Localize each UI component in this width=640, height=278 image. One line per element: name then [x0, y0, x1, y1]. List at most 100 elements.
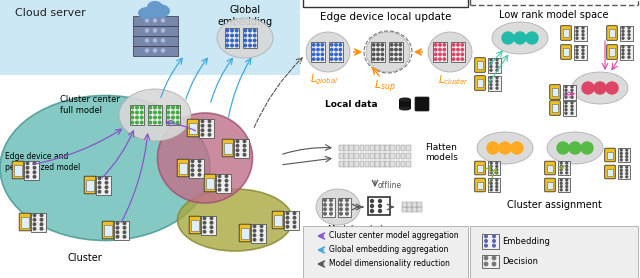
FancyBboxPatch shape: [545, 178, 556, 192]
Circle shape: [131, 106, 134, 109]
Circle shape: [566, 179, 568, 181]
Circle shape: [253, 44, 256, 47]
Circle shape: [395, 48, 397, 51]
FancyBboxPatch shape: [14, 165, 22, 175]
Circle shape: [249, 29, 252, 32]
Circle shape: [154, 29, 157, 32]
Circle shape: [496, 69, 498, 71]
Circle shape: [372, 53, 375, 56]
Circle shape: [377, 48, 380, 51]
FancyBboxPatch shape: [311, 42, 325, 62]
Circle shape: [33, 167, 36, 169]
FancyBboxPatch shape: [477, 165, 483, 172]
FancyBboxPatch shape: [206, 177, 214, 188]
Circle shape: [395, 58, 397, 60]
Circle shape: [131, 116, 134, 119]
Circle shape: [260, 239, 263, 241]
Circle shape: [161, 19, 164, 22]
Circle shape: [330, 53, 333, 56]
Circle shape: [253, 34, 256, 37]
Circle shape: [622, 34, 624, 36]
Circle shape: [576, 56, 578, 58]
Bar: [370, 153, 374, 159]
Circle shape: [198, 169, 201, 172]
Circle shape: [330, 203, 332, 206]
Circle shape: [225, 184, 228, 187]
Circle shape: [324, 212, 326, 215]
Circle shape: [377, 44, 380, 46]
Bar: [401, 145, 406, 151]
FancyBboxPatch shape: [488, 178, 500, 192]
Bar: [339, 145, 344, 151]
FancyBboxPatch shape: [222, 139, 234, 157]
Circle shape: [490, 172, 492, 174]
Circle shape: [158, 121, 161, 124]
Circle shape: [330, 58, 333, 60]
Circle shape: [435, 58, 437, 60]
FancyBboxPatch shape: [415, 97, 429, 111]
Bar: [390, 162, 395, 167]
Circle shape: [493, 240, 495, 242]
Circle shape: [99, 182, 100, 184]
Circle shape: [490, 165, 492, 167]
Text: Embedding: Embedding: [502, 237, 550, 245]
Circle shape: [571, 112, 573, 114]
FancyBboxPatch shape: [284, 210, 298, 230]
Ellipse shape: [477, 132, 533, 164]
Circle shape: [253, 234, 256, 237]
Circle shape: [210, 226, 212, 229]
Circle shape: [452, 44, 455, 46]
Circle shape: [502, 32, 514, 44]
Ellipse shape: [148, 4, 170, 18]
Circle shape: [312, 53, 315, 56]
Circle shape: [457, 44, 460, 46]
Bar: [370, 145, 374, 151]
Circle shape: [33, 171, 36, 173]
Circle shape: [561, 165, 562, 167]
Circle shape: [154, 116, 156, 119]
Circle shape: [565, 86, 567, 88]
Circle shape: [565, 109, 567, 111]
Circle shape: [490, 80, 492, 82]
Circle shape: [154, 111, 156, 114]
Ellipse shape: [147, 1, 163, 13]
Circle shape: [99, 177, 100, 180]
FancyBboxPatch shape: [132, 36, 177, 46]
Circle shape: [492, 262, 496, 266]
Circle shape: [490, 59, 492, 61]
Circle shape: [201, 129, 204, 131]
Circle shape: [131, 121, 134, 124]
FancyBboxPatch shape: [148, 105, 163, 125]
Circle shape: [172, 111, 174, 114]
Circle shape: [161, 49, 164, 52]
Circle shape: [626, 156, 628, 158]
Circle shape: [378, 200, 381, 202]
Circle shape: [312, 44, 315, 46]
Circle shape: [230, 44, 234, 47]
Circle shape: [582, 49, 584, 51]
Circle shape: [158, 111, 161, 114]
Circle shape: [620, 166, 622, 168]
Bar: [375, 153, 380, 159]
Circle shape: [496, 172, 498, 174]
Bar: [355, 162, 359, 167]
Circle shape: [496, 77, 498, 79]
Circle shape: [330, 44, 333, 46]
Circle shape: [557, 142, 569, 154]
Circle shape: [99, 186, 100, 188]
Bar: [396, 145, 400, 151]
Circle shape: [496, 189, 498, 191]
Circle shape: [443, 53, 445, 56]
Circle shape: [628, 27, 630, 29]
FancyBboxPatch shape: [239, 224, 251, 242]
Text: offline: offline: [378, 181, 402, 190]
FancyBboxPatch shape: [488, 161, 500, 175]
Bar: [380, 162, 385, 167]
Circle shape: [620, 176, 622, 178]
Circle shape: [571, 102, 573, 104]
Circle shape: [236, 34, 238, 37]
Circle shape: [191, 160, 194, 163]
Circle shape: [230, 34, 234, 37]
Circle shape: [33, 223, 36, 225]
Ellipse shape: [177, 189, 292, 251]
